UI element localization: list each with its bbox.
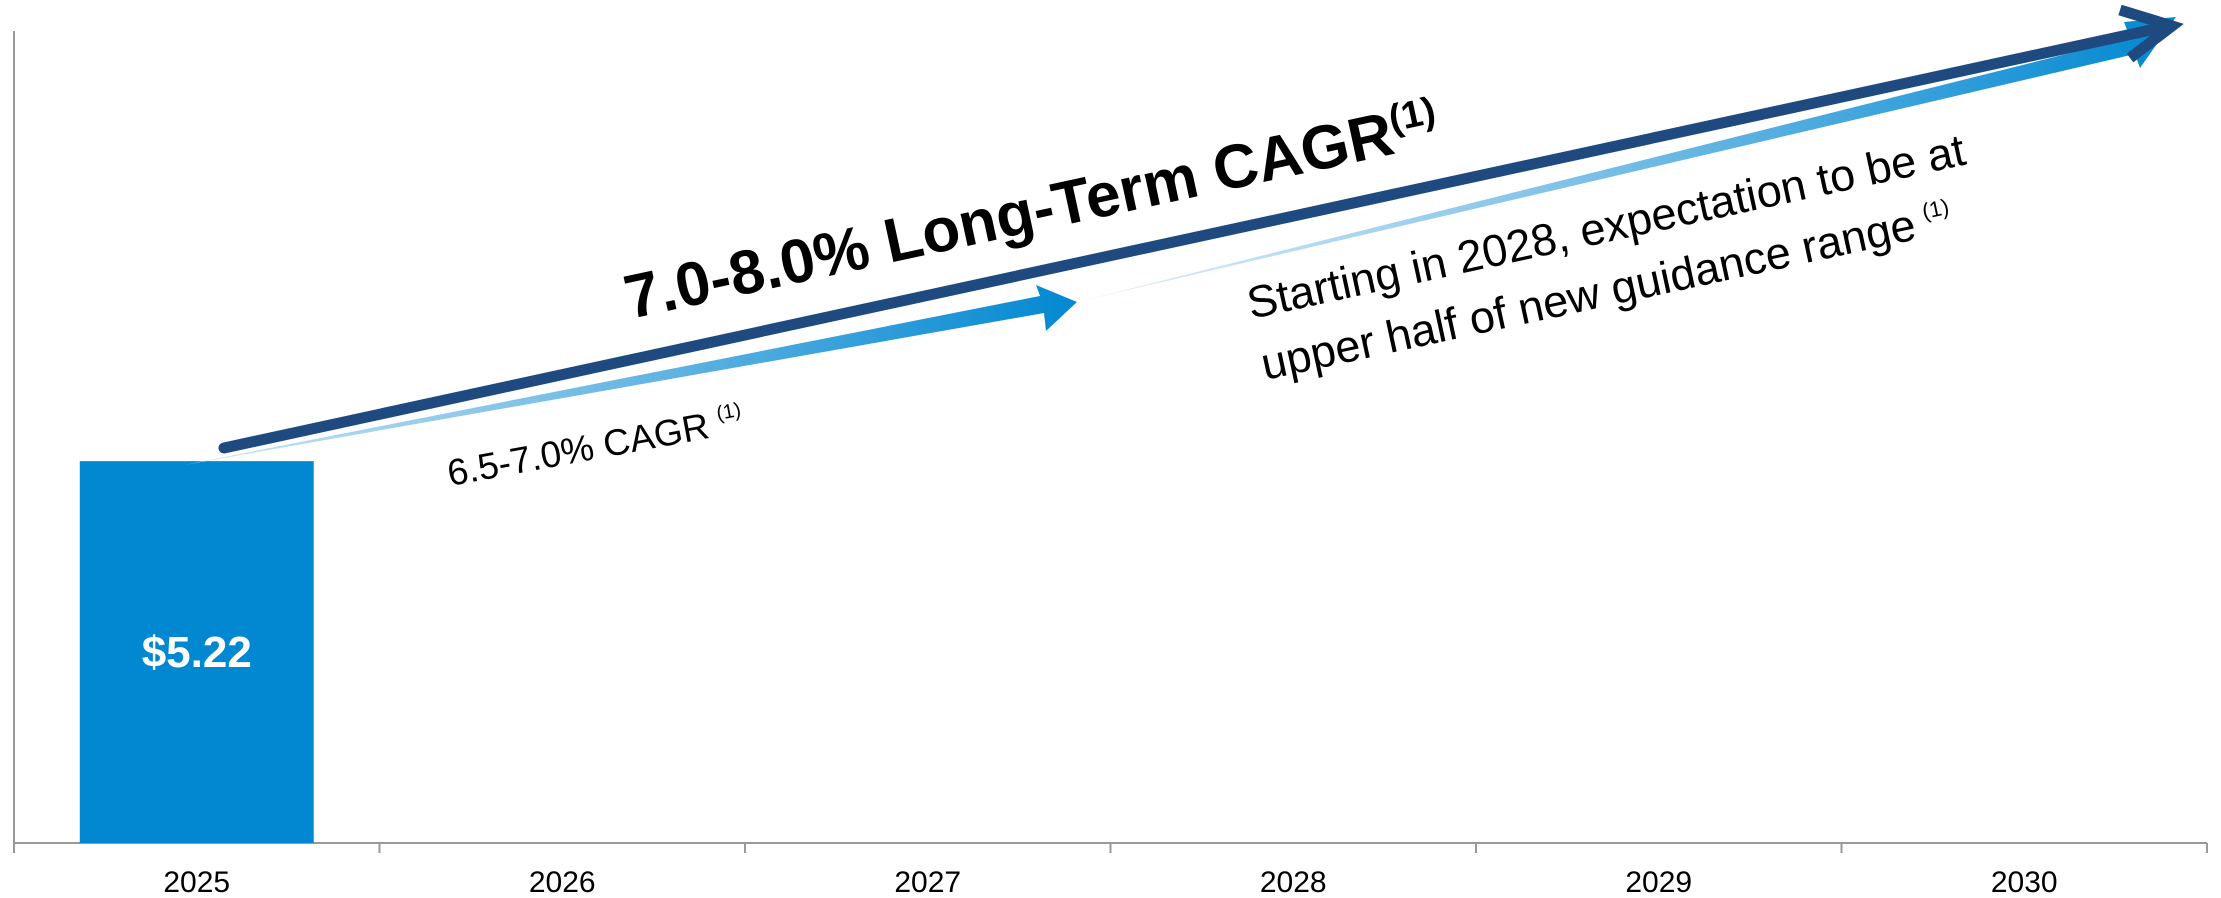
x-tick-label: 2025 — [163, 866, 230, 898]
annotation-footnote: (1) — [715, 399, 743, 425]
annotation-footnote: (1) — [1920, 194, 1952, 224]
short-term-cagr: 6.5-7.0% CAGR (1) — [444, 399, 746, 494]
x-tick-label: 2029 — [1625, 866, 1692, 898]
x-tick-label: 2028 — [1260, 866, 1327, 898]
value-label: $5.22 — [142, 628, 252, 677]
long-term-arrow-head — [2118, 4, 2184, 63]
x-tick-label: 2030 — [1991, 866, 2058, 898]
x-tick-label: 2026 — [529, 866, 596, 898]
annotation-text: 6.5-7.0% CAGR — [444, 405, 712, 494]
bar — [79, 461, 314, 843]
long-term-arrow — [218, 22, 2166, 454]
x-tick-label: 2027 — [894, 866, 961, 898]
annotation-footnote: (1) — [1385, 90, 1439, 141]
